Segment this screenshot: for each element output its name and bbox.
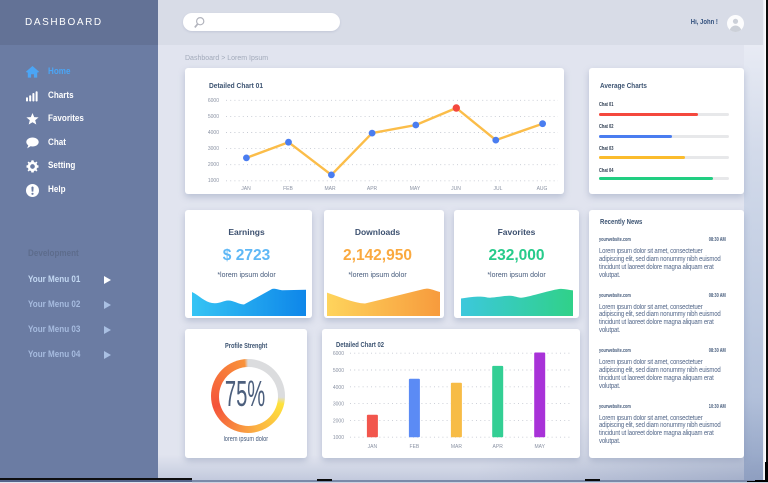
svg-text:MAR: MAR xyxy=(324,186,336,192)
svg-text:FEB: FEB xyxy=(410,444,420,450)
svg-text:JAN: JAN xyxy=(241,186,251,192)
svg-text:APR: APR xyxy=(493,444,504,450)
svg-text:1000: 1000 xyxy=(208,178,219,184)
svg-text:4000: 4000 xyxy=(333,385,344,391)
svg-text:MAR: MAR xyxy=(451,444,463,450)
svg-text:1000: 1000 xyxy=(333,435,344,441)
svg-text:4000: 4000 xyxy=(208,130,219,136)
svg-text:Detailed Chart 02: Detailed Chart 02 xyxy=(336,340,384,349)
svg-text:FEB: FEB xyxy=(283,186,293,192)
svg-text:JUL: JUL xyxy=(494,186,503,192)
svg-text:MAY: MAY xyxy=(410,186,421,192)
svg-text:MAY: MAY xyxy=(534,444,545,450)
svg-text:AUG: AUG xyxy=(537,186,548,192)
svg-text:6000: 6000 xyxy=(208,98,219,104)
svg-text:APR: APR xyxy=(367,186,378,192)
svg-text:3000: 3000 xyxy=(208,146,219,152)
svg-text:JUN: JUN xyxy=(451,186,461,192)
svg-text:5000: 5000 xyxy=(333,368,344,374)
svg-text:Detailed Chart 01: Detailed Chart 01 xyxy=(209,81,263,90)
svg-text:3000: 3000 xyxy=(333,402,344,408)
svg-text:2000: 2000 xyxy=(333,418,344,424)
svg-text:5000: 5000 xyxy=(208,114,219,120)
svg-text:JAN: JAN xyxy=(368,444,378,450)
svg-text:6000: 6000 xyxy=(333,351,344,357)
svg-text:2000: 2000 xyxy=(208,162,219,168)
